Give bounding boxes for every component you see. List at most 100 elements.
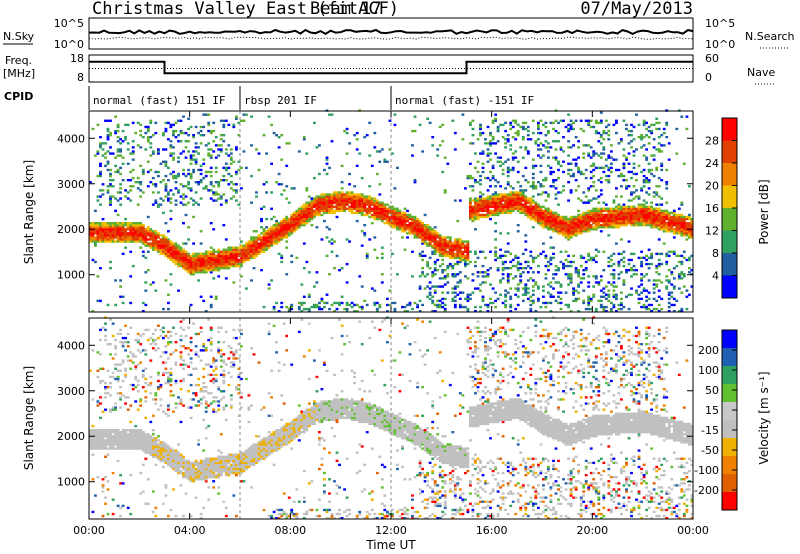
power-cell xyxy=(109,185,112,188)
power-cell xyxy=(114,170,118,174)
velocity-cell xyxy=(111,447,115,450)
power-cell xyxy=(146,215,150,219)
power-cell xyxy=(157,170,160,174)
power-cell xyxy=(466,258,470,262)
power-cell xyxy=(136,121,140,125)
power-cell xyxy=(559,291,563,294)
power-cell xyxy=(612,293,616,296)
power-cell xyxy=(572,232,576,235)
power-cell xyxy=(610,283,613,286)
power-cell xyxy=(592,211,596,215)
power-cell xyxy=(260,226,263,229)
power-cell xyxy=(393,222,397,225)
velocity-cell xyxy=(116,447,120,450)
power-cell xyxy=(141,310,145,313)
power-cell xyxy=(438,238,442,241)
velocity-cell xyxy=(109,435,112,438)
power-cell xyxy=(665,275,669,278)
power-cell xyxy=(499,185,503,188)
power-cell xyxy=(438,240,442,243)
power-cell xyxy=(469,217,472,221)
power-cell xyxy=(187,258,191,262)
power-cell xyxy=(177,254,180,258)
power-cell xyxy=(222,258,226,262)
power-cell xyxy=(539,219,543,223)
power-cell xyxy=(136,187,140,190)
velocity-cell xyxy=(109,375,112,379)
power-cell xyxy=(496,181,500,184)
power-cell xyxy=(169,201,173,204)
power-cell xyxy=(199,172,203,176)
power-cell xyxy=(572,287,576,290)
power-cell xyxy=(217,260,221,264)
power-cell xyxy=(617,260,621,264)
velocity-cell xyxy=(116,441,120,444)
power-cell xyxy=(524,189,528,192)
power-cell xyxy=(597,140,601,143)
power-cell xyxy=(474,260,477,264)
power-cell xyxy=(121,240,125,243)
power-cell xyxy=(280,134,284,137)
power-cell xyxy=(562,228,565,231)
power-cell xyxy=(106,129,110,133)
power-cell xyxy=(285,228,289,231)
power-cell xyxy=(436,244,440,247)
power-cell xyxy=(421,273,425,276)
power-cell xyxy=(655,279,659,282)
power-cell xyxy=(531,195,535,198)
freq-unit-label: [MHz] xyxy=(3,67,35,80)
power-cell xyxy=(458,258,462,262)
power-cell xyxy=(433,269,437,272)
velocity-cell xyxy=(99,429,102,432)
power-cell xyxy=(574,164,578,168)
power-cell xyxy=(612,269,616,272)
velocity-cell xyxy=(96,441,100,444)
power-cell xyxy=(564,303,568,307)
velocity-cell xyxy=(89,443,92,446)
power-cell xyxy=(167,293,170,296)
power-cell xyxy=(647,168,651,172)
power-cell xyxy=(514,195,518,198)
power-cell xyxy=(615,297,618,301)
power-cell xyxy=(637,136,641,139)
power-cell xyxy=(378,150,382,153)
power-cell xyxy=(562,267,565,270)
power-cell xyxy=(557,162,560,165)
power-cell xyxy=(224,252,228,256)
power-cell xyxy=(489,205,492,208)
power-cell xyxy=(139,146,143,149)
power-cell xyxy=(229,187,233,190)
power-cell xyxy=(612,303,616,307)
power-cell xyxy=(139,224,143,227)
power-cell xyxy=(622,166,626,170)
power-cell xyxy=(99,189,102,192)
power-cell xyxy=(662,222,666,225)
power-cell xyxy=(652,222,656,225)
power-cell xyxy=(136,144,140,147)
power-cell xyxy=(179,201,183,204)
power-cell xyxy=(436,305,440,309)
power-cell xyxy=(255,242,258,245)
power-cell xyxy=(106,224,110,227)
power-cell xyxy=(677,226,681,229)
velocity-cell xyxy=(124,396,128,399)
power-cell xyxy=(630,287,633,290)
power-cell xyxy=(537,203,540,206)
power-cell xyxy=(114,222,118,225)
power-cell xyxy=(378,209,382,213)
power-cell xyxy=(539,131,543,135)
power-cell xyxy=(688,234,691,237)
power-cell xyxy=(247,242,251,245)
power-cell xyxy=(421,234,425,237)
power-cell xyxy=(403,224,407,227)
power-cell xyxy=(214,250,218,253)
velocity-cell xyxy=(109,343,112,346)
power-cell xyxy=(501,209,505,213)
power-cell xyxy=(524,127,528,131)
velocity-cell xyxy=(121,435,125,438)
power-cell xyxy=(240,254,243,258)
power-cell xyxy=(615,295,618,298)
power-cell xyxy=(559,148,563,151)
power-cell xyxy=(285,197,289,200)
power-cell xyxy=(635,224,638,227)
